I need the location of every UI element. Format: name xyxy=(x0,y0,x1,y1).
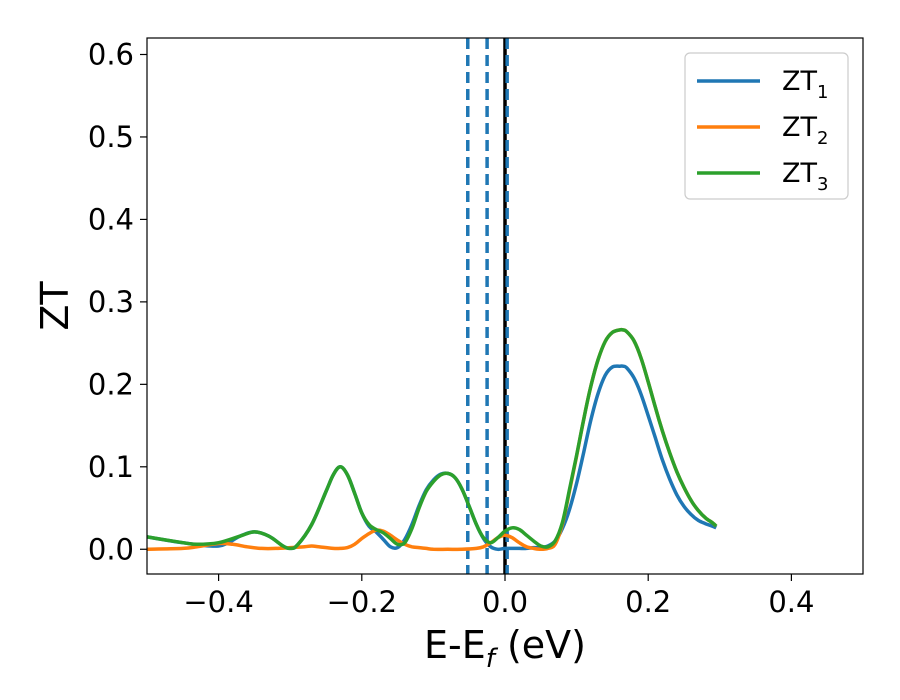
y-tick-label: 0.1 xyxy=(88,450,134,484)
x-tick-label: −0.4 xyxy=(183,585,253,619)
x-axis-label: E-Ef (eV) xyxy=(424,623,586,674)
y-tick-label: 0.4 xyxy=(88,202,134,236)
y-tick-label: 0.0 xyxy=(88,532,134,566)
y-tick-label: 0.6 xyxy=(88,37,134,71)
y-tick-label: 0.2 xyxy=(88,367,134,401)
x-tick-label: 0.0 xyxy=(482,585,528,619)
x-tick-label: 0.4 xyxy=(768,585,814,619)
x-tick-label: 0.2 xyxy=(625,585,671,619)
y-tick-label: 0.5 xyxy=(88,120,134,154)
legend-label-zt3: ZT3 xyxy=(782,158,828,195)
y-tick-label: 0.3 xyxy=(88,285,134,319)
series-line-zt2 xyxy=(147,327,718,552)
series-line-zt3 xyxy=(147,327,718,551)
legend: ZT1 ZT2 ZT3 xyxy=(684,52,849,200)
x-axis: −0.4 −0.2 0.0 0.2 0.4 xyxy=(183,574,814,619)
x-tick-label: −0.2 xyxy=(327,585,397,619)
series-layer xyxy=(147,327,718,552)
y-axis-label: ZT xyxy=(33,281,77,331)
series-line-zt1 xyxy=(147,364,717,552)
legend-label-zt1: ZT1 xyxy=(782,66,828,103)
legend-box xyxy=(684,52,849,200)
plot-area xyxy=(147,38,718,574)
y-axis: 0.0 0.1 0.2 0.3 0.4 0.5 0.6 xyxy=(88,37,147,566)
reference-lines xyxy=(466,38,509,574)
legend-label-zt2: ZT2 xyxy=(782,112,828,149)
